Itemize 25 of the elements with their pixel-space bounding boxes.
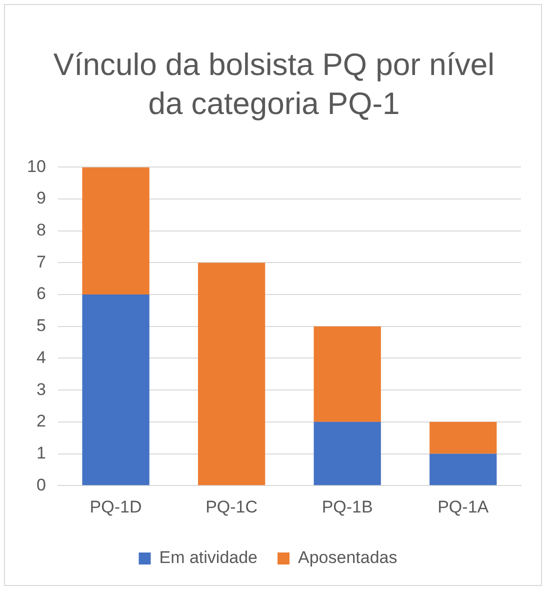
bar	[314, 422, 381, 486]
chart-title: Vínculo da bolsista PQ por nível da categoria PQ-1	[52, 46, 496, 123]
bar	[314, 326, 381, 422]
y-tick-label: 3	[36, 380, 46, 399]
y-tick-label: 2	[36, 412, 46, 431]
y-tick-label: 4	[36, 348, 46, 367]
y-tick-label: 5	[36, 316, 46, 336]
y-tick-label: 7	[36, 252, 46, 272]
x-tick-label: PQ-1A	[438, 497, 490, 516]
y-tick-label: 9	[36, 188, 46, 208]
y-tick-label: 0	[36, 475, 46, 494]
bar	[82, 167, 150, 295]
bar	[430, 422, 497, 454]
bar	[82, 294, 150, 486]
x-tick-label: PQ-1B	[322, 497, 373, 516]
y-tick-label: 6	[36, 284, 46, 304]
x-tick-label: PQ-1C	[206, 497, 258, 516]
bar	[430, 454, 497, 486]
y-tick-label: 1	[36, 443, 46, 462]
y-tick-label: 8	[36, 220, 46, 240]
legend-label: Aposentadas	[298, 548, 398, 568]
y-tick-label: 10	[26, 156, 46, 176]
x-tick-label: PQ-1D	[90, 497, 142, 516]
bar	[198, 262, 266, 486]
legend-label: Em atividade	[159, 548, 258, 568]
